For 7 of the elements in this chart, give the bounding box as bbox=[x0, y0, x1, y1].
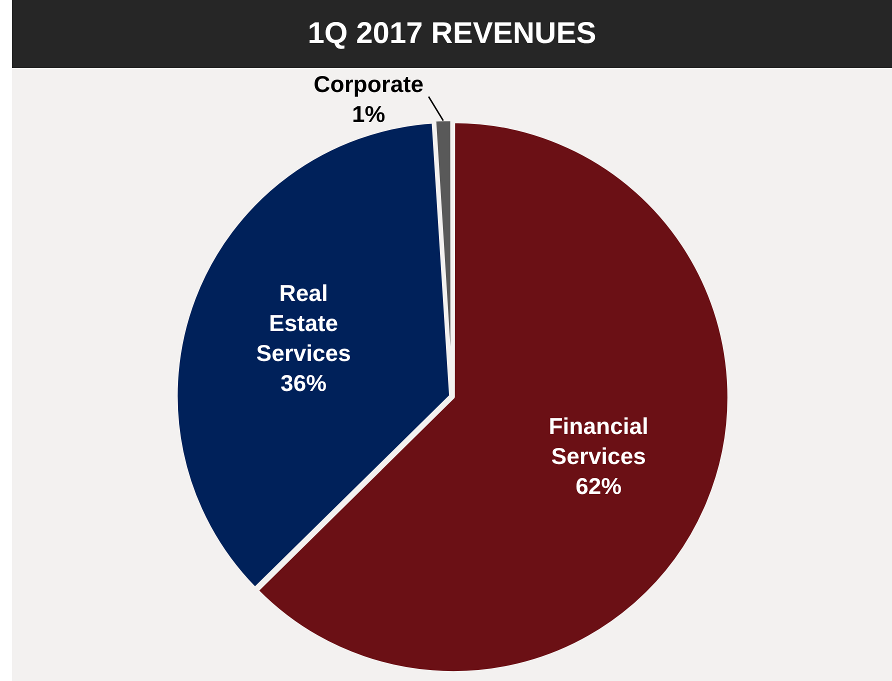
chart-title: 1Q 2017 REVENUES bbox=[12, 0, 892, 68]
slice-label: Corporate bbox=[314, 70, 424, 97]
data-label: 36% bbox=[280, 370, 327, 396]
data-label: 62% bbox=[576, 473, 622, 500]
slice-label: Real Estate Services bbox=[256, 280, 351, 366]
slice-label: Financial Services bbox=[548, 413, 648, 470]
data-label: 1% bbox=[352, 100, 386, 127]
